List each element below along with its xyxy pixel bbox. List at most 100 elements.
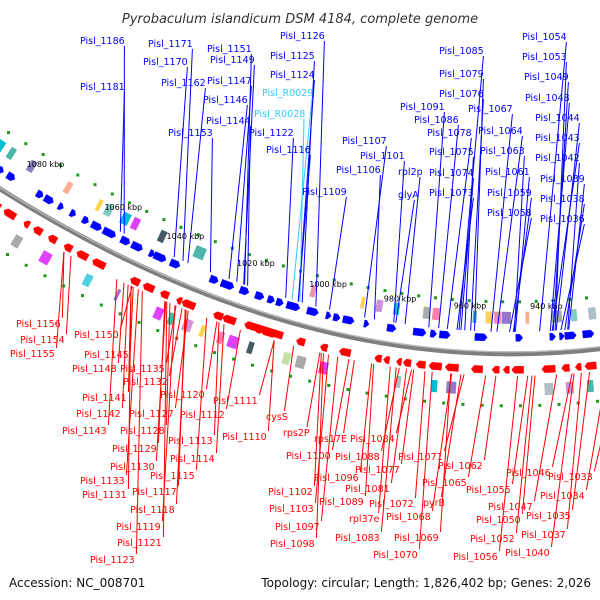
- gene-label-pisl_1043[interactable]: Pisl_1043: [535, 133, 580, 144]
- gene-label-pisl_1039[interactable]: Pisl_1039: [540, 174, 585, 185]
- gene-label-pisl_1088[interactable]: Pisl_1088: [335, 452, 380, 463]
- gene-label-pisl_1116[interactable]: Pisl_1116: [266, 145, 311, 156]
- gene-label-pisl_1044[interactable]: Pisl_1044: [535, 113, 580, 124]
- gene-label-pisl_1083[interactable]: Pisl_1083: [335, 533, 380, 544]
- gene-label-pisl_1070[interactable]: Pisl_1070: [373, 550, 418, 561]
- gene-label-pisl_1181[interactable]: Pisl_1181: [80, 82, 125, 93]
- gene-label-rps2p[interactable]: rps2P: [283, 428, 310, 439]
- gene-label-pisl_1073[interactable]: Pisl_1073: [429, 188, 474, 199]
- gene-label-pisl_1121[interactable]: Pisl_1121: [117, 538, 162, 549]
- gene-label-pisl_1106[interactable]: Pisl_1106: [336, 165, 381, 176]
- gene-label-pisl_1110[interactable]: Pisl_1110: [222, 432, 267, 443]
- gene-label-pisl_1154[interactable]: Pisl_1154: [20, 335, 65, 346]
- gene-label-pisl_1064[interactable]: Pisl_1064: [478, 126, 523, 137]
- gene-label-pisl_1097[interactable]: Pisl_1097: [275, 522, 320, 533]
- gene-label-pisl_1067[interactable]: Pisl_1067: [468, 104, 513, 115]
- gene-label-rps17e[interactable]: rps17E: [314, 434, 347, 445]
- gene-label-pisl_1131[interactable]: Pisl_1131: [82, 490, 127, 501]
- gene-label-pisl_1146[interactable]: Pisl_1146: [203, 95, 248, 106]
- gene-label-pisl_1150[interactable]: Pisl_1150: [74, 330, 119, 341]
- gene-label-pisl_1055[interactable]: Pisl_1055: [466, 485, 511, 496]
- gene-label-pisl_1074[interactable]: Pisl_1074: [429, 168, 474, 179]
- gene-label-pisl_1129[interactable]: Pisl_1129: [112, 444, 157, 455]
- gene-label-pisl_1147[interactable]: Pisl_1147: [207, 76, 252, 87]
- gene-label-pisl_r0028[interactable]: Pisl_R0028: [254, 109, 305, 120]
- gene-label-pisl_1107[interactable]: Pisl_1107: [342, 136, 387, 147]
- gene-label-pisl_1101[interactable]: Pisl_1101: [360, 151, 405, 162]
- gene-label-pisl_1148[interactable]: Pisl_1148: [72, 364, 117, 375]
- gene-label-pisl_1081[interactable]: Pisl_1081: [345, 484, 390, 495]
- gene-label-pisl_1038[interactable]: Pisl_1038: [540, 194, 585, 205]
- gene-label-pisl_1130[interactable]: Pisl_1130: [110, 462, 155, 473]
- gene-label-pisl_1085[interactable]: Pisl_1085: [439, 46, 484, 57]
- gene-label-pisl_1098[interactable]: Pisl_1098: [270, 539, 315, 550]
- gene-label-pisl_1069[interactable]: Pisl_1069: [394, 533, 439, 544]
- gene-label-pisl_1109[interactable]: Pisl_1109: [302, 187, 347, 198]
- gene-label-pisl_1071[interactable]: Pisl_1071: [398, 452, 443, 463]
- gene-label-pisl_1102[interactable]: Pisl_1102: [268, 487, 313, 498]
- gene-label-pisl_1117[interactable]: Pisl_1117: [132, 487, 177, 498]
- gene-label-pisl_1142[interactable]: Pisl_1142: [76, 409, 121, 420]
- gene-label-pisl_1046[interactable]: Pisl_1046: [506, 468, 551, 479]
- gene-label-pisl_1100[interactable]: Pisl_1100: [286, 451, 331, 462]
- gene-label-pisl_1053[interactable]: Pisl_1053: [522, 52, 567, 63]
- gene-label-pisl_1084[interactable]: Pisl_1084: [350, 434, 395, 445]
- gene-label-pisl_1091[interactable]: Pisl_1091: [400, 102, 445, 113]
- gene-label-pisl_1119[interactable]: Pisl_1119: [116, 522, 161, 533]
- gene-label-pisl_1186[interactable]: Pisl_1186: [80, 36, 125, 47]
- gene-label-pisl_1123[interactable]: Pisl_1123: [90, 555, 135, 566]
- gene-label-pisl_1132[interactable]: Pisl_1132: [123, 377, 168, 388]
- gene-label-pisl_1036[interactable]: Pisl_1036: [540, 214, 585, 225]
- gene-label-pisl_1076[interactable]: Pisl_1076: [439, 89, 484, 100]
- gene-label-pisl_1042[interactable]: Pisl_1042: [535, 153, 580, 164]
- gene-label-pisl_1113[interactable]: Pisl_1113: [168, 436, 213, 447]
- gene-label-pisl_1151[interactable]: Pisl_1151: [207, 44, 252, 55]
- gene-label-pyrb[interactable]: pyrB: [423, 498, 445, 509]
- gene-label-pisl_1125[interactable]: Pisl_1125: [270, 51, 315, 62]
- gene-label-pisl_1124[interactable]: Pisl_1124: [270, 70, 315, 81]
- gene-label-pisl_1127[interactable]: Pisl_1127: [129, 409, 174, 420]
- gene-label-pisl_1103[interactable]: Pisl_1103: [269, 504, 314, 515]
- gene-label-pisl_1049[interactable]: Pisl_1049: [524, 72, 569, 83]
- gene-label-pisl_1171[interactable]: Pisl_1171: [148, 39, 193, 50]
- gene-label-pisl_1086[interactable]: Pisl_1086: [414, 115, 459, 126]
- gene-label-pisl_1063[interactable]: Pisl_1063: [480, 146, 525, 157]
- gene-label-pisl_1141[interactable]: Pisl_1141: [82, 393, 127, 404]
- gene-label-pisl_1068[interactable]: Pisl_1068: [386, 512, 431, 523]
- gene-label-pisl_1040[interactable]: Pisl_1040: [505, 548, 550, 559]
- gene-label-pisl_1096[interactable]: Pisl_1096: [314, 473, 359, 484]
- gene-label-pisl_1144[interactable]: Pisl_1144: [206, 116, 251, 127]
- gene-label-pisl_1033[interactable]: Pisl_1033: [548, 472, 593, 483]
- gene-label-pisl_1126[interactable]: Pisl_1126: [280, 31, 325, 42]
- gene-label-pisl_1155[interactable]: Pisl_1155: [10, 349, 55, 360]
- gene-label-pisl_1058[interactable]: Pisl_1058: [487, 208, 532, 219]
- gene-label-pisl_1115[interactable]: Pisl_1115: [150, 471, 195, 482]
- gene-label-pisl_1133[interactable]: Pisl_1133: [80, 476, 125, 487]
- gene-label-pisl_1156[interactable]: Pisl_1156: [16, 319, 61, 330]
- gene-label-pisl_1122[interactable]: Pisl_1122: [249, 128, 294, 139]
- gene-label-pisl_1112[interactable]: Pisl_1112: [180, 410, 225, 421]
- gene-label-rpl37e[interactable]: rpl37e: [349, 514, 380, 525]
- gene-label-pisl_1128[interactable]: Pisl_1128: [120, 426, 165, 437]
- gene-label-pisl_1145[interactable]: Pisl_1145: [84, 350, 129, 361]
- gene-label-pisl_1056[interactable]: Pisl_1056: [453, 552, 498, 563]
- gene-label-pisl_1048[interactable]: Pisl_1048: [525, 93, 570, 104]
- gene-label-pisl_1078[interactable]: Pisl_1078: [427, 128, 472, 139]
- gene-label-pisl_1111[interactable]: Pisl_1111: [213, 396, 258, 407]
- gene-label-pisl_1061[interactable]: Pisl_1061: [485, 167, 530, 178]
- gene-label-pisl_1170[interactable]: Pisl_1170: [143, 57, 188, 68]
- gene-label-pisl_1059[interactable]: Pisl_1059: [487, 188, 532, 199]
- gene-label-cyss[interactable]: cysS: [266, 412, 288, 423]
- gene-label-pisl_1077[interactable]: Pisl_1077: [355, 465, 400, 476]
- gene-label-glya[interactable]: glyA: [398, 190, 419, 201]
- gene-label-pisl_1050[interactable]: Pisl_1050: [476, 515, 521, 526]
- gene-label-pisl_1143[interactable]: Pisl_1143: [62, 426, 107, 437]
- gene-label-pisl_1054[interactable]: Pisl_1054: [522, 32, 567, 43]
- gene-label-pisl_1065[interactable]: Pisl_1065: [422, 478, 467, 489]
- gene-label-pisl_1162[interactable]: Pisl_1162: [161, 78, 206, 89]
- gene-label-pisl_1079[interactable]: Pisl_1079: [439, 69, 484, 80]
- gene-label-pisl_1062[interactable]: Pisl_1062: [438, 461, 483, 472]
- gene-label-pisl_1118[interactable]: Pisl_1118: [130, 505, 175, 516]
- gene-label-rpl2p[interactable]: rpl2p: [398, 167, 423, 178]
- gene-label-pisl_1072[interactable]: Pisl_1072: [369, 499, 414, 510]
